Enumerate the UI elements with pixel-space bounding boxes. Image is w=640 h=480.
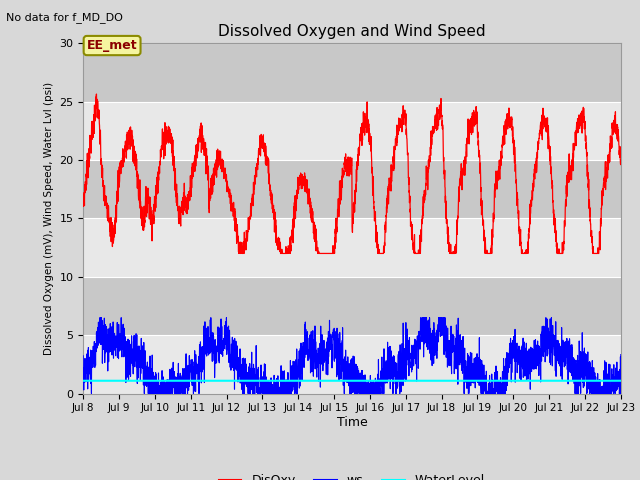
Legend: DisOxy, ws, WaterLevel: DisOxy, ws, WaterLevel xyxy=(214,469,490,480)
Bar xyxy=(83,277,621,335)
Bar xyxy=(83,102,621,160)
Text: EE_met: EE_met xyxy=(87,39,138,52)
Text: No data for f_MD_DO: No data for f_MD_DO xyxy=(6,12,124,23)
Y-axis label: Dissolved Oxygen (mV), Wind Speed, Water Lvl (psi): Dissolved Oxygen (mV), Wind Speed, Water… xyxy=(44,82,54,355)
X-axis label: Time: Time xyxy=(337,416,367,429)
Bar xyxy=(83,218,621,277)
Bar xyxy=(83,335,621,394)
Bar xyxy=(83,160,621,218)
Title: Dissolved Oxygen and Wind Speed: Dissolved Oxygen and Wind Speed xyxy=(218,24,486,39)
Bar xyxy=(83,43,621,102)
